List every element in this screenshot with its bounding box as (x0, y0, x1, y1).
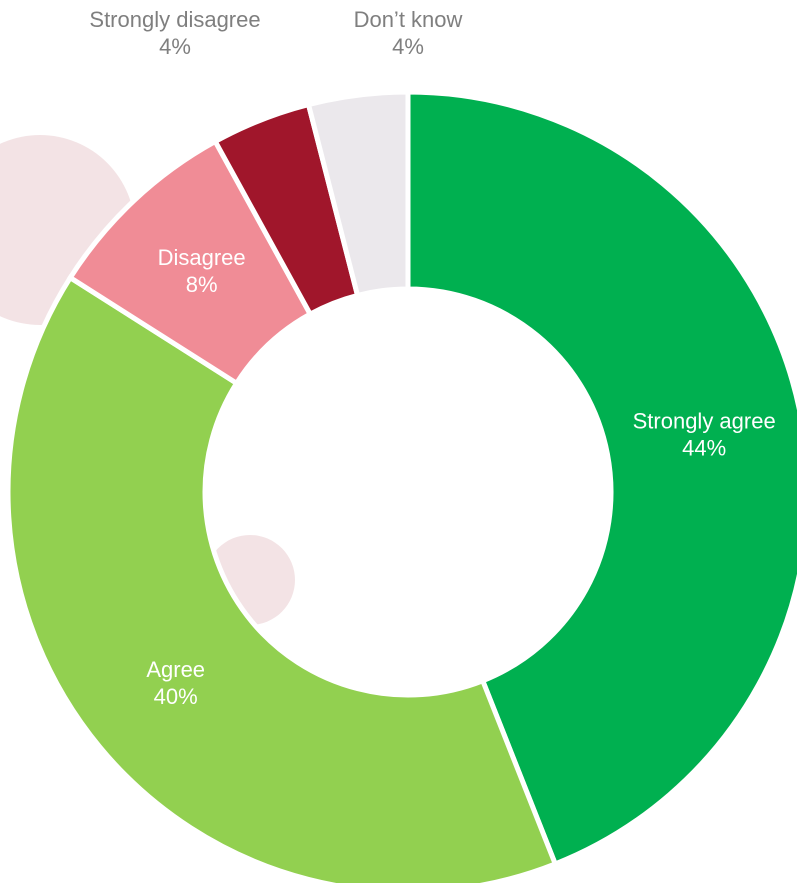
data-label: Don’t know 4% (354, 7, 463, 59)
data-label: Strongly disagree 4% (89, 7, 260, 59)
data-label-category: Don’t know (354, 7, 463, 32)
data-label-value: 8% (186, 272, 218, 297)
donut-slice (405, 89, 797, 868)
data-label-value: 4% (159, 34, 191, 59)
data-label: Disagree 8% (158, 245, 246, 297)
data-label-value: 40% (154, 684, 198, 709)
data-label-value: 4% (392, 34, 424, 59)
data-label-category: Strongly disagree (89, 7, 260, 32)
data-label-category: Strongly agree (633, 408, 776, 433)
data-label: Agree 40% (146, 657, 205, 709)
data-label: Strongly agree 44% (633, 408, 776, 460)
data-label-value: 44% (682, 435, 726, 460)
donut-slice (5, 274, 559, 883)
data-label-category: Agree (146, 657, 205, 682)
donut-slice (305, 89, 411, 299)
data-label-category: Disagree (158, 245, 246, 270)
